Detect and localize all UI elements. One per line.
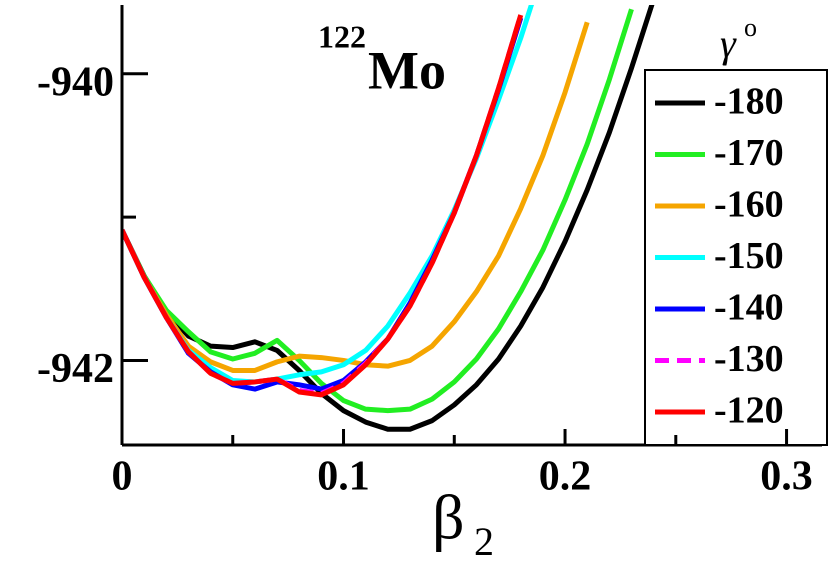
x-tick-label: 0.2 bbox=[539, 454, 592, 500]
x-axis-label: β bbox=[432, 482, 465, 553]
chart-title: Mo bbox=[368, 40, 446, 100]
title-superscript: 122 bbox=[318, 18, 366, 54]
legend-title: γ bbox=[720, 21, 737, 66]
legend-label: -120 bbox=[714, 390, 784, 432]
legend-label: -150 bbox=[714, 235, 784, 277]
series-line bbox=[122, 21, 590, 373]
legend-label: -140 bbox=[714, 287, 784, 329]
x-tick-label: 0.1 bbox=[317, 454, 370, 500]
legend-title-superscript: o bbox=[744, 13, 757, 42]
legend-label: -180 bbox=[714, 81, 784, 123]
y-tick-label: -942 bbox=[37, 346, 114, 392]
series-line bbox=[122, 14, 524, 398]
x-tick-label: 0.3 bbox=[760, 454, 813, 500]
x-tick-label: 0 bbox=[112, 454, 133, 500]
legend-label: -130 bbox=[714, 338, 784, 380]
x-axis-label-subscript: 2 bbox=[474, 519, 494, 564]
series-line bbox=[122, 5, 655, 432]
y-tick-label: -940 bbox=[37, 59, 114, 105]
legend-label: -160 bbox=[714, 184, 784, 226]
series-line bbox=[122, 5, 534, 385]
series-line bbox=[122, 8, 634, 414]
plot-area bbox=[122, 5, 655, 432]
legend-label: -170 bbox=[714, 132, 784, 174]
